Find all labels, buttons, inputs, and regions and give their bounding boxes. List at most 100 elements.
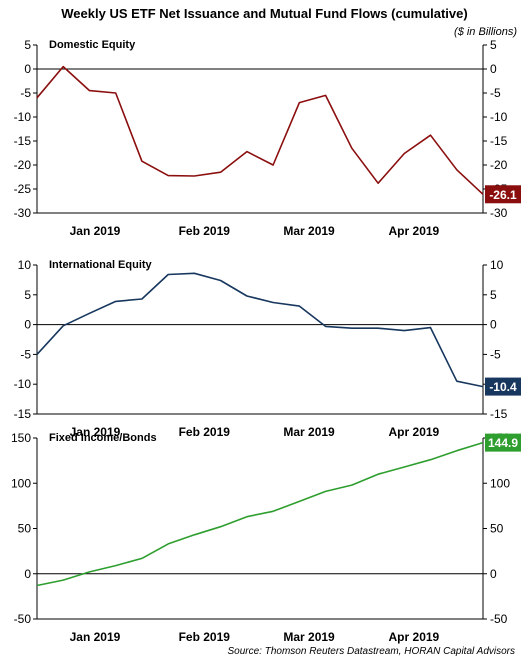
panel-3-ytick-right-label: -50 xyxy=(490,612,508,626)
panel-3-ytick-right-label: 50 xyxy=(490,522,504,536)
panel-3-ytick-left-label: 100 xyxy=(11,476,31,490)
panel-1-ytick-left-label: -10 xyxy=(14,110,32,124)
panel-3-data-point xyxy=(141,557,143,559)
panel-3-data-point xyxy=(88,571,90,573)
panel-1-series-line xyxy=(36,65,484,195)
panel-3-data-point xyxy=(272,510,274,512)
panel-1-ytick-right-label: 5 xyxy=(490,38,497,52)
panel-1-data-point xyxy=(272,164,274,166)
panel-1-data-point xyxy=(429,134,431,136)
panel-1-title: Domestic Equity xyxy=(49,39,136,51)
panel-1-ytick-right-label: -10 xyxy=(490,110,508,124)
panel-1-ytick-left-label: 0 xyxy=(24,62,31,76)
panel-2-ytick-left-label: 0 xyxy=(24,318,31,332)
panel-1-data-point xyxy=(88,89,90,91)
panel-1-data-point xyxy=(36,97,38,99)
unit-note: ($ in Billions) xyxy=(454,26,517,38)
panel-2-data-point xyxy=(115,300,117,302)
panel-2-series-line xyxy=(36,272,484,388)
panel-3-series-line xyxy=(36,441,484,587)
panel-2-ytick-right-label: 5 xyxy=(490,288,497,302)
panel-1-ytick-left-label: -30 xyxy=(14,206,32,220)
panel-3-month-label: Feb 2019 xyxy=(179,630,231,644)
panel-3-data-point xyxy=(456,449,458,451)
panel-1-data-point xyxy=(351,147,353,149)
panel-3-data-point xyxy=(115,564,117,566)
panel-3-data-point xyxy=(429,459,431,461)
panel-2-data-point xyxy=(246,295,248,297)
panel-3-ytick-right-label: 100 xyxy=(490,476,510,490)
panel-3-ytick-right-label: 0 xyxy=(490,567,497,581)
panel-1-data-point xyxy=(115,92,117,94)
panel-3-data-point xyxy=(351,484,353,486)
panel-1-month-label: Apr 2019 xyxy=(389,224,440,238)
panel-1-ytick-right-label: 0 xyxy=(490,62,497,76)
panel-2-ytick-right-label: -15 xyxy=(490,407,508,421)
panel-1-ytick-right-label: -5 xyxy=(490,86,501,100)
panel-1-ytick-right-label: -15 xyxy=(490,134,508,148)
panel-2-data-point xyxy=(324,325,326,327)
panel-2-data-point xyxy=(62,325,64,327)
panel-1-data-point xyxy=(246,150,248,152)
panel-2-month-label: Feb 2019 xyxy=(179,425,231,439)
panel-3-data-point xyxy=(298,500,300,502)
panel-2-data-point xyxy=(377,327,379,329)
panel-1-data-point xyxy=(482,193,484,195)
panel-3-data-point xyxy=(403,466,405,468)
panel-3-data-point xyxy=(36,584,38,586)
panel-2-ytick-right-label: -5 xyxy=(490,347,501,361)
panel-2-ytick-right-label: 10 xyxy=(490,258,504,272)
panel-1-month-label: Mar 2019 xyxy=(283,224,335,238)
panel-2-ytick-right-label: 0 xyxy=(490,318,497,332)
panel-2-data-point xyxy=(298,305,300,307)
panel-2-ytick-left-label: -5 xyxy=(20,347,31,361)
panel-3-ytick-left-label: 50 xyxy=(18,522,32,536)
panel-2-data-point xyxy=(456,380,458,382)
panel-2-data-point xyxy=(36,353,38,355)
panel-1-data-point xyxy=(141,160,143,162)
panel-1-data-point xyxy=(324,94,326,96)
source-note: Source: Thomson Reuters Datastream, HORA… xyxy=(227,646,515,657)
page-title: Weekly US ETF Net Issuance and Mutual Fu… xyxy=(61,6,468,21)
panel-1-data-point xyxy=(62,65,64,67)
panel-1-data-point xyxy=(456,169,458,171)
panel-3-data-point xyxy=(62,579,64,581)
panel-1-ytick-left-label: -25 xyxy=(14,182,32,196)
panel-2-data-point xyxy=(403,329,405,331)
panel-3-data-point xyxy=(193,534,195,536)
panel-1-data-point xyxy=(377,182,379,184)
panel-2-month-label: Jan 2019 xyxy=(70,425,121,439)
panel-3-title: Fixed Income/Bonds xyxy=(49,432,157,444)
panel-2-data-point xyxy=(141,298,143,300)
panel-2-month-label: Apr 2019 xyxy=(389,425,440,439)
panel-3-data-point xyxy=(324,490,326,492)
panel-3-month-label: Apr 2019 xyxy=(389,630,440,644)
panel-2-data-point xyxy=(88,312,90,314)
panel-2-end-label: -10.4 xyxy=(489,380,517,394)
panel-1-ytick-right-label: -30 xyxy=(490,206,508,220)
panel-2-data-point xyxy=(482,385,484,387)
panel-2-data-point xyxy=(193,272,195,274)
panel-1-data-point xyxy=(167,174,169,176)
panel-3-month-label: Mar 2019 xyxy=(283,630,335,644)
panel-2-month-label: Mar 2019 xyxy=(283,425,335,439)
panel-2-title: International Equity xyxy=(49,259,153,271)
panel-1-data-point xyxy=(298,101,300,103)
panel-1-ytick-left-label: -5 xyxy=(20,86,31,100)
panel-1-ytick-right-label: -20 xyxy=(490,158,508,172)
panel-3-ytick-left-label: 150 xyxy=(11,431,31,445)
panel-3-data-point xyxy=(219,525,221,527)
panel-2-ytick-left-label: -10 xyxy=(14,377,32,391)
panel-3-ytick-left-label: -50 xyxy=(14,612,32,626)
panel-1-ytick-left-label: 5 xyxy=(24,38,31,52)
panel-2-end-label-box xyxy=(485,377,521,396)
panel-3-month-label: Jan 2019 xyxy=(70,630,121,644)
panel-2-data-point xyxy=(351,327,353,329)
panel-3-ytick-left-label: 0 xyxy=(24,567,31,581)
panel-1-data-point xyxy=(403,152,405,154)
panel-2-data-point xyxy=(219,279,221,281)
panel-3-data-point xyxy=(246,516,248,518)
panel-2-ytick-left-label: 5 xyxy=(24,288,31,302)
panel-1-month-label: Feb 2019 xyxy=(179,224,231,238)
